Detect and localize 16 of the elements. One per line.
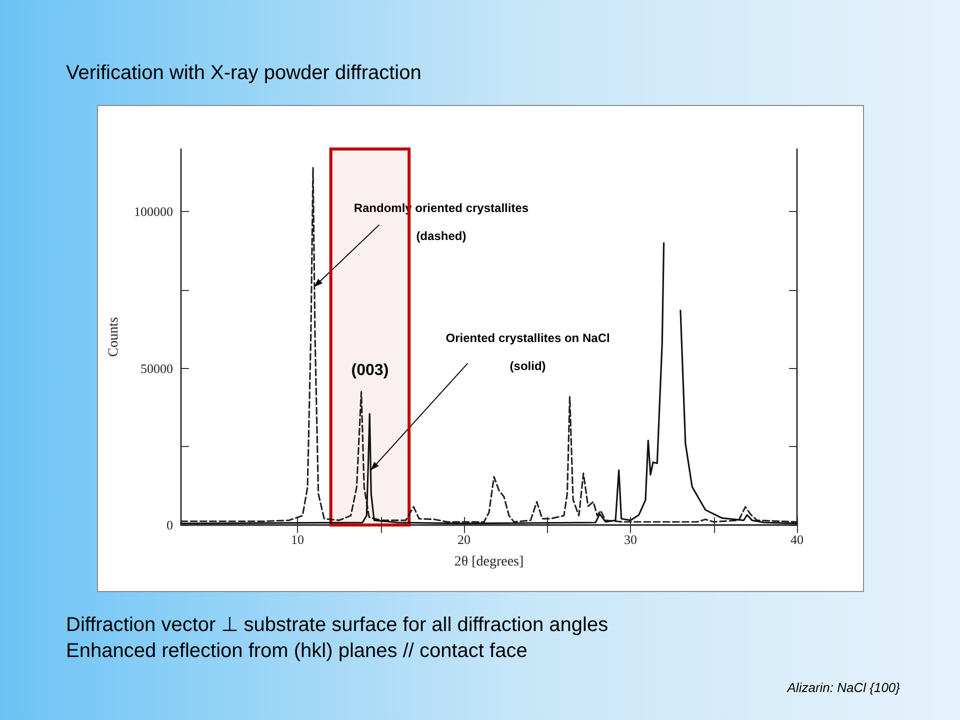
text: Diffraction vector ⊥ substrate surface for all diffraction angles xyxy=(66,613,608,637)
y-tick-label: 100000 xyxy=(134,204,173,220)
x-tick-label: 10 xyxy=(291,532,304,547)
annotation: Oriented crystallites on NaCl (solid) xyxy=(446,331,610,374)
chart-title: Verification with X-ray powder diffraction xyxy=(66,62,422,85)
y-axis-title: Counts xyxy=(106,317,122,357)
band-label: (003) xyxy=(351,362,389,379)
y-tick-label: 0 xyxy=(166,518,173,532)
line-series xyxy=(180,167,798,523)
x-axis-title: 2θ [degrees] xyxy=(454,554,524,570)
text: Alizarin: NaCl {100} xyxy=(787,680,900,695)
x-tick-label: 30 xyxy=(624,532,638,547)
x-tick-label: 20 xyxy=(458,532,471,547)
y-tick-label: 50000 xyxy=(140,360,173,376)
text: Enhanced reflection from (hkl) planes // contact face xyxy=(66,640,528,663)
x-tick-label: 40 xyxy=(790,532,804,547)
